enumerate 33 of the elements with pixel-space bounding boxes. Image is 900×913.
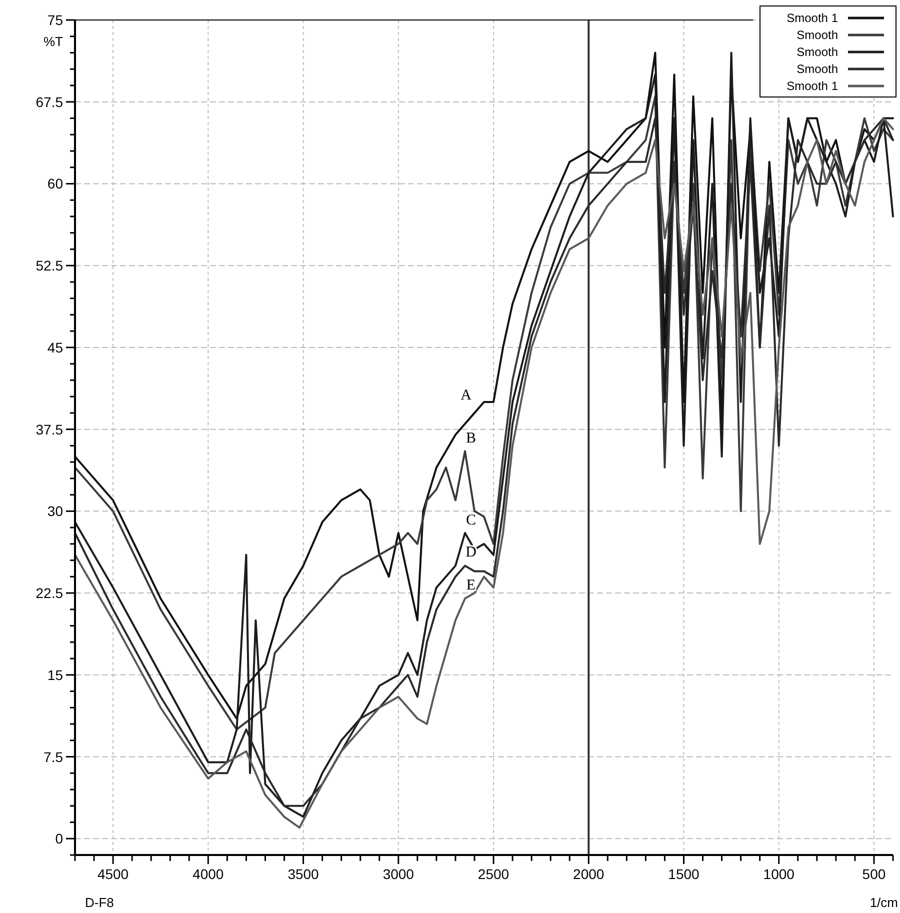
y-tick-label: 75: [47, 12, 64, 28]
annotation: B: [466, 430, 476, 446]
y-tick-label: 22.5: [36, 585, 64, 602]
annotation: A: [460, 387, 472, 404]
y-tick-label: 37.5: [36, 421, 64, 438]
y-tick-label: 15: [47, 666, 64, 683]
y-tick-label: 60: [47, 176, 64, 192]
x-tick-label: 500: [862, 866, 886, 882]
y-axis-title: %T: [44, 34, 64, 49]
text: D-F8: [85, 895, 114, 910]
annotation: C: [466, 512, 476, 528]
y-tick-label: 67.5: [36, 94, 64, 110]
x-tick-label: 3500: [288, 866, 320, 882]
x-tick-label: 4500: [97, 866, 129, 882]
x-tick-label: 1500: [668, 866, 700, 882]
legend-label: Smooth 1: [786, 11, 838, 25]
x-tick-label: 1000: [763, 866, 795, 882]
x-tick-label: 3000: [382, 866, 414, 882]
y-tick-label: 45: [47, 339, 64, 356]
legend-label: Smooth: [796, 45, 838, 59]
legend-label: Smooth 1: [786, 79, 838, 93]
legend-label: Smooth: [796, 62, 838, 76]
legend-label: Smooth: [796, 28, 838, 42]
y-tick-label: 7.5: [44, 748, 64, 765]
x-tick-label: 4000: [192, 866, 224, 882]
x-tick-label: 2500: [478, 866, 510, 882]
y-tick-label: 52.5: [36, 258, 64, 274]
y-tick-label: 30: [47, 503, 64, 520]
annotation: D: [466, 544, 477, 560]
x-axis-title: 1/cm: [870, 895, 898, 910]
x-tick-label: 2000: [573, 866, 604, 882]
y-tick-label: 0: [55, 830, 64, 847]
annotation: E: [466, 577, 476, 594]
